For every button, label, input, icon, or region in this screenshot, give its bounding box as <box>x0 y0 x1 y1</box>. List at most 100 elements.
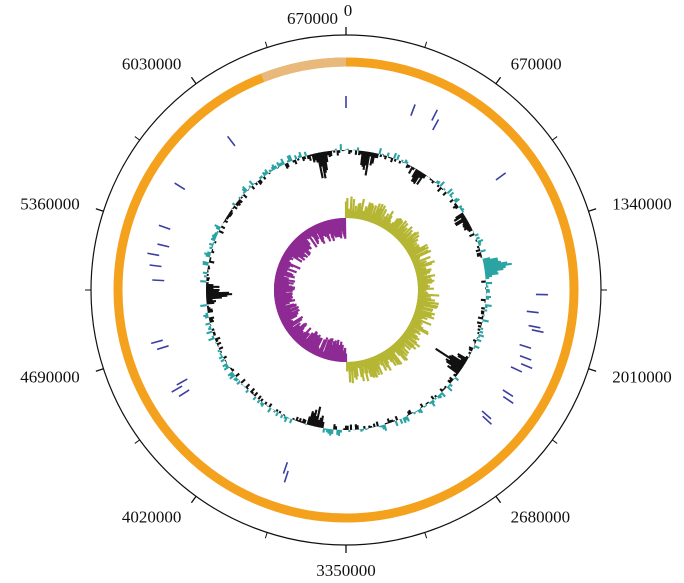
gc-content-bar <box>268 403 273 408</box>
gc-skew-bar <box>387 217 399 233</box>
gc-content-bar <box>206 291 230 295</box>
gc-content-bar <box>322 428 326 433</box>
gc-content-bar <box>303 156 307 160</box>
gc-content-bar <box>468 348 473 352</box>
gc-content-bar <box>271 164 276 170</box>
gc-content-bar <box>454 376 460 382</box>
minor-tick-mark <box>552 439 558 444</box>
gc-skew-bar <box>381 210 395 229</box>
gc-skew-bar <box>409 321 424 330</box>
gc-skew-bar <box>407 245 420 255</box>
feature-mark <box>502 395 514 404</box>
gc-content-bar <box>216 341 222 346</box>
gc-content-bar <box>257 395 262 400</box>
gc-content-bar <box>453 213 465 222</box>
gc-content-bar <box>273 165 278 169</box>
gc-skew-bar <box>410 249 432 261</box>
gc-content-bar <box>211 335 215 339</box>
gc-content-bar <box>410 169 420 183</box>
gc-content-bar <box>211 250 215 254</box>
gc-content-bar <box>441 187 444 191</box>
gc-content-bar <box>210 237 216 242</box>
gc-content-bar <box>436 395 441 399</box>
gc-content-bar <box>484 265 506 271</box>
gc-skew-bar <box>352 361 357 378</box>
minor-tick-mark <box>264 41 268 48</box>
gc-content-bar <box>476 321 483 325</box>
gc-content-track <box>200 144 512 437</box>
gc-content-bar <box>258 179 263 184</box>
gc-skew-bar <box>414 311 435 320</box>
gc-content-bar <box>460 358 467 364</box>
gc-content-bar <box>425 402 428 405</box>
gc-content-bar <box>457 354 468 362</box>
gc-content-bar <box>364 151 371 176</box>
gc-content-bar <box>231 202 236 206</box>
gc-content-bar <box>371 152 376 164</box>
gc-content-bar <box>202 260 209 265</box>
gc-content-bar <box>319 415 324 428</box>
gc-content-bar <box>263 171 268 176</box>
gc-content-bar <box>220 225 226 230</box>
gc-content-bar <box>375 421 379 427</box>
gc-skew-bar <box>376 354 384 366</box>
feature-mark <box>526 310 539 314</box>
gc-content-bar <box>220 354 223 357</box>
gc-skew-bar <box>416 274 436 280</box>
gc-content-bar <box>477 238 484 243</box>
gc-content-bar <box>203 314 209 318</box>
gc-skew-bar <box>365 358 373 377</box>
gc-content-bar <box>311 153 316 163</box>
gc-content-bar <box>256 399 261 404</box>
gc-content-bar <box>279 414 284 419</box>
gc-content-bar <box>301 156 306 162</box>
gc-skew-bar <box>362 359 370 382</box>
gc-content-bar <box>417 409 422 414</box>
gc-content-bar <box>260 175 264 179</box>
gc-skew-bar <box>404 330 418 341</box>
feature-mark <box>156 345 169 351</box>
gc-skew-bar <box>380 352 392 371</box>
gc-skew-bar <box>417 298 428 303</box>
gc-content-bar <box>463 224 471 229</box>
gc-skew-bar <box>386 221 395 232</box>
gc-content-bar <box>324 151 329 163</box>
gc-content-bar <box>213 233 218 237</box>
gc-skew-bar <box>383 350 393 363</box>
gc-skew-bar <box>417 293 440 297</box>
gc-content-bar <box>253 182 256 185</box>
gc-content-bar <box>276 161 281 168</box>
tick-label: 1340000 <box>612 194 672 213</box>
gc-skew-bar <box>417 278 433 283</box>
gc-content-bar <box>211 236 217 240</box>
gc-content-bar <box>393 158 397 162</box>
feature-mark <box>410 104 416 116</box>
gc-content-bar <box>313 153 317 161</box>
gc-content-bar <box>449 198 454 204</box>
gc-content-bar <box>327 428 331 434</box>
gc-skew-bar <box>372 207 381 224</box>
gc-content-bar <box>399 418 404 425</box>
gc-skew-bar <box>386 348 400 366</box>
minor-tick-mark <box>134 439 140 444</box>
gc-content-bar <box>455 218 468 227</box>
gc-content-bar <box>228 212 233 217</box>
gc-content-bar <box>218 230 224 235</box>
gc-skew-bar <box>393 225 405 238</box>
gc-content-bar <box>231 368 235 372</box>
gc-content-bar <box>200 304 207 307</box>
gc-content-bar <box>465 355 469 359</box>
tick-label: 2680000 <box>511 508 570 527</box>
gc-content-bar <box>453 197 458 202</box>
gc-skew-bar <box>406 326 417 335</box>
gc-content-bar <box>240 383 244 386</box>
gc-content-bar <box>434 394 438 398</box>
feature-mark <box>149 264 162 268</box>
gc-skew-bar <box>375 205 387 226</box>
gc-content-bar <box>443 385 447 389</box>
gc-skew-bar <box>405 328 419 339</box>
gc-skew-bar <box>404 238 419 250</box>
gc-content-bar <box>383 424 388 432</box>
gc-content-bar <box>235 372 240 378</box>
gc-content-bar <box>215 226 221 231</box>
